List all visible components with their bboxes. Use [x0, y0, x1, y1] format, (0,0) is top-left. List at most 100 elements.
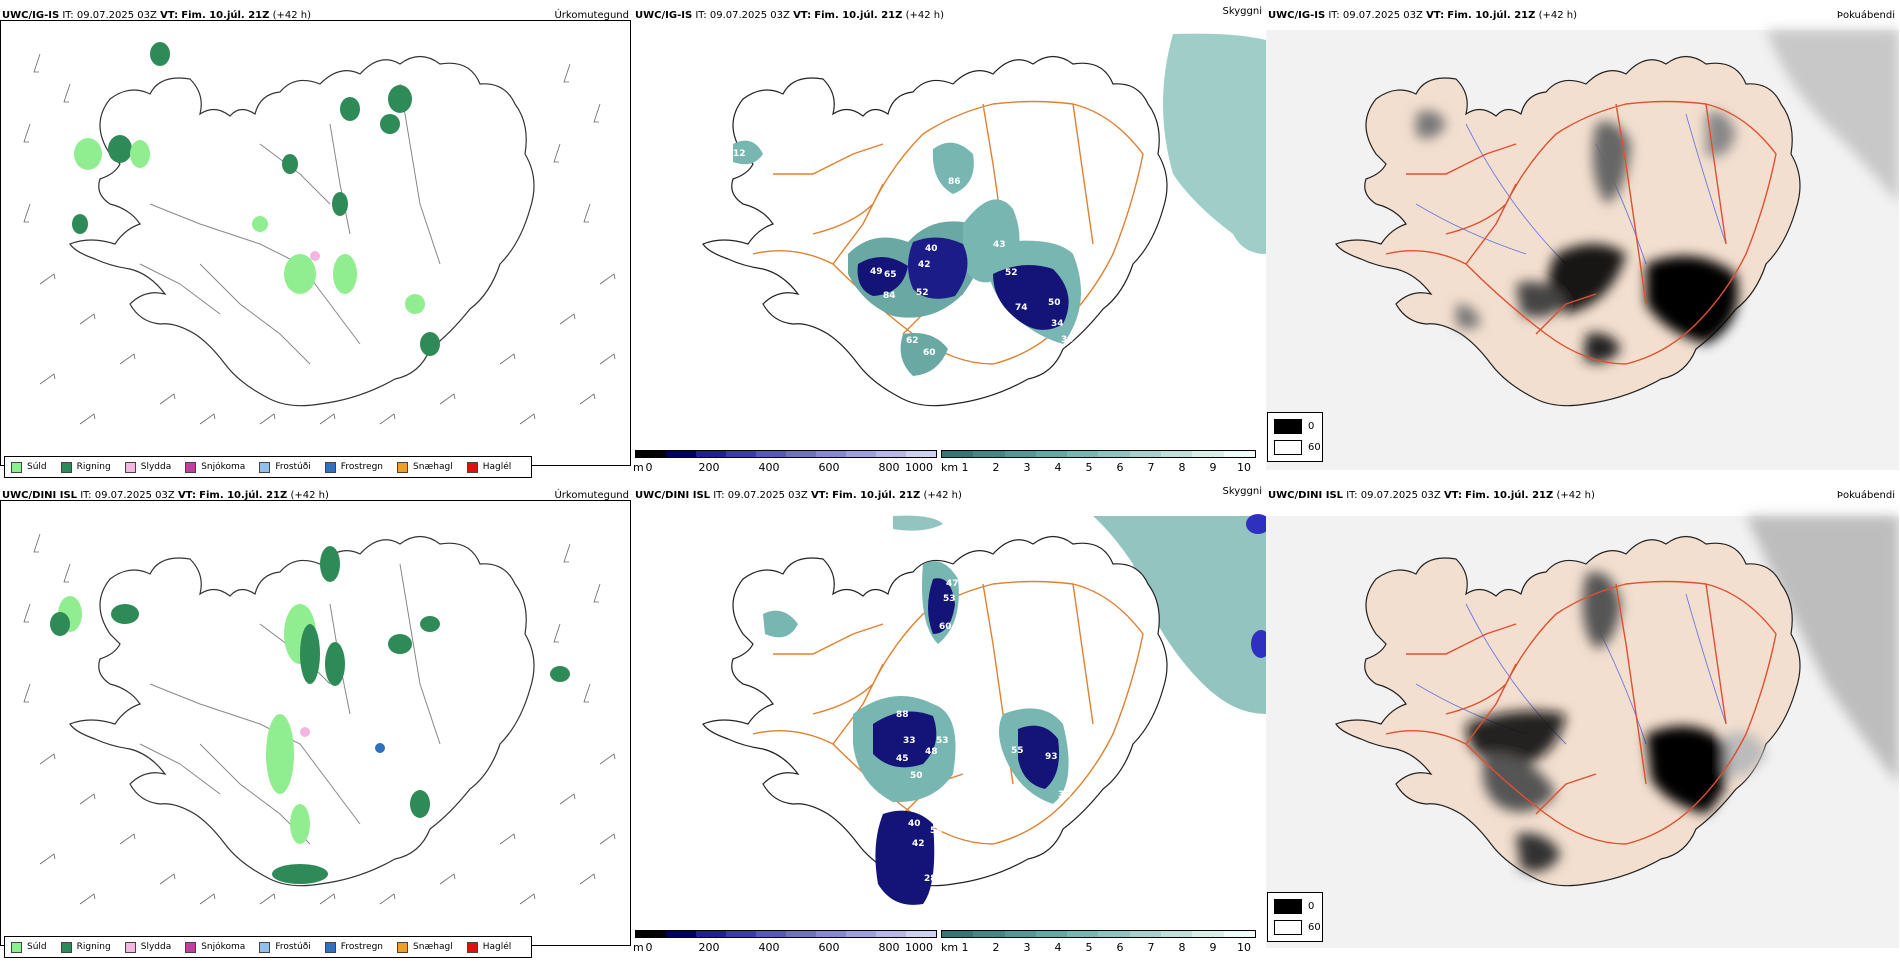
vt-value: Fim. 10.júl. 21Z	[814, 10, 903, 21]
legend-label: Snjókoma	[201, 462, 246, 472]
cloudbase-number: 40	[925, 244, 938, 254]
legend-label: Haglél	[482, 942, 512, 952]
visibility-unit: km	[941, 461, 959, 474]
legend-item: Frostúði	[259, 941, 311, 953]
row1-visibility-panel: 42 40 43 52 49 65 84 52 74 50 34 30 60 6…	[633, 4, 1266, 484]
visibility-tick: 9	[1209, 941, 1217, 954]
it-label: IT:	[62, 10, 74, 21]
row2-fog-panel: UWC/DINI ISL IT: 09.07.2025 03Z VT: Fim.…	[1266, 484, 1899, 964]
cloudbase-number: 59	[930, 826, 943, 836]
panel-title: Skyggni	[1222, 6, 1262, 17]
fog-legend-row: 0	[1274, 419, 1314, 434]
legend-swatch	[185, 941, 197, 953]
precip-legend: Súld Rigning Slydda Snjókoma Frostúði Fr…	[4, 456, 533, 478]
visibility-tick: 6	[1116, 461, 1124, 474]
it-label: IT:	[1346, 490, 1358, 501]
legend-label: Rigning	[76, 462, 111, 472]
cloudbase-number: 60	[923, 348, 936, 358]
visibility-colorbar: km 1 2 3 4 5 6 7 8 9 10	[941, 930, 1256, 956]
vt-label: VT:	[810, 490, 829, 501]
it-value: 09.07.2025 03Z	[727, 490, 808, 501]
legend-swatch	[124, 941, 136, 953]
visibility-tick: 4	[1054, 461, 1062, 474]
model-name: UWC/IG-IS	[1268, 10, 1326, 21]
cloudbase-number: 62	[906, 336, 919, 346]
cloudbase-number: 45	[896, 754, 909, 764]
visibility-tick: 4	[1054, 941, 1062, 954]
cloudbase-number: 42	[918, 260, 931, 270]
it-value: 09.07.2025 03Z	[1360, 490, 1441, 501]
visibility-sea-pattern	[893, 514, 1266, 714]
legend-label: Slydda	[140, 942, 172, 952]
row1-precip-panel: UWC/IG-IS IT: 09.07.2025 03Z VT: Fim. 10…	[0, 4, 633, 484]
legend-label: Súld	[27, 942, 47, 952]
cloudbase-tick: 1000	[905, 941, 933, 954]
fog-legend-label: 0	[1308, 421, 1315, 432]
legend-swatch	[397, 941, 409, 953]
cloudbase-tick: 400	[758, 941, 780, 954]
panel-title: Skyggni	[1222, 486, 1262, 497]
legend-label: Súld	[27, 462, 47, 472]
row2-precip-panel: UWC/DINI ISL IT: 09.07.2025 03Z VT: Fim.…	[0, 484, 633, 964]
cloudbase-number: 40	[908, 819, 921, 829]
cloudbase-tick: 400	[758, 461, 780, 474]
vt-value: Fim. 10.júl. 21Z	[1465, 490, 1554, 501]
fog-shading	[1466, 572, 1766, 872]
visibility-tick: 7	[1147, 461, 1155, 474]
legend-item: Haglél	[466, 941, 512, 953]
legend-label: Frostúði	[275, 942, 311, 952]
legend-label: Frostregn	[340, 942, 384, 952]
legend-item: Frostregn	[324, 461, 383, 473]
panel-title: Úrkomutegund	[554, 490, 629, 501]
cloudbase-colorbar: m 0 200 400 600 800 1000	[633, 450, 937, 476]
it-value: 09.07.2025 03Z	[709, 10, 790, 21]
vt-label: VT:	[793, 10, 812, 21]
legend-item: Snæhagl	[397, 941, 453, 953]
legend-swatch	[324, 461, 336, 473]
model-name: UWC/IG-IS	[635, 10, 693, 21]
legend-item: Snjókoma	[185, 461, 246, 473]
visibility-tick: 10	[1237, 461, 1251, 474]
cloudbase-tick: 1000	[905, 461, 933, 474]
legend-swatch	[466, 941, 478, 953]
panel-header: UWC/IG-IS IT: 09.07.2025 03Z VT: Fim. 10…	[1268, 10, 1895, 24]
cloudbase-bar	[635, 450, 937, 458]
cloudbase-labels: 88 33 53 45 48 50 55 93 40 59 42 28 53 6…	[896, 579, 1071, 884]
precip-map	[23, 533, 616, 905]
fog-legend-label: 60	[1308, 442, 1321, 453]
it-value: 09.07.2025 03Z	[1342, 10, 1423, 21]
lead-time: (+42 h)	[272, 10, 311, 21]
panel-header: UWC/IG-IS IT: 09.07.2025 03Z VT: Fim. 10…	[2, 10, 629, 24]
visibility-unit: km	[941, 941, 959, 954]
panel-header: UWC/DINI ISL IT: 09.07.2025 03Z VT: Fim.…	[635, 486, 1262, 504]
cloudbase-number: 48	[925, 747, 938, 757]
it-label: IT:	[695, 10, 707, 21]
it-label: IT:	[1328, 10, 1340, 21]
cloudbase-number: 84	[883, 291, 896, 301]
cloudbase-number: 43	[993, 240, 1006, 250]
vt-value: Fim. 10.júl. 21Z	[199, 490, 288, 501]
cloudbase-number: 49	[870, 267, 883, 277]
vt-label: VT:	[1443, 490, 1462, 501]
precip-legend: Súld Rigning Slydda Snjókoma Frostúði Fr…	[4, 936, 533, 958]
fog-legend: 0 60	[1267, 892, 1323, 942]
visibility-tick: 6	[1116, 941, 1124, 954]
panel-header: UWC/DINI ISL IT: 09.07.2025 03Z VT: Fim.…	[1268, 490, 1895, 504]
cloudbase-tick: 200	[698, 941, 720, 954]
lead-time: (+42 h)	[905, 10, 944, 21]
panel-header: UWC/IG-IS IT: 09.07.2025 03Z VT: Fim. 10…	[635, 6, 1262, 24]
visibility-tick: 7	[1147, 941, 1155, 954]
visibility-tick: 3	[1023, 941, 1031, 954]
visibility-tick: 3	[1023, 461, 1031, 474]
cloudbase-unit: m	[633, 461, 644, 474]
fog-legend-label: 60	[1308, 922, 1321, 933]
cloudbase-tick: 800	[878, 941, 900, 954]
visibility-tick: 5	[1085, 461, 1093, 474]
fog-legend: 0 60	[1267, 412, 1323, 462]
visibility-map: 42 40 43 52 49 65 84 52 74 50 34 30 60 6…	[633, 33, 1266, 484]
vt-label: VT:	[1426, 10, 1445, 21]
fog-legend-swatch	[1274, 440, 1302, 455]
lead-time: (+42 h)	[1556, 490, 1595, 501]
legend-swatch	[466, 461, 478, 473]
fog-legend-swatch	[1274, 899, 1302, 914]
